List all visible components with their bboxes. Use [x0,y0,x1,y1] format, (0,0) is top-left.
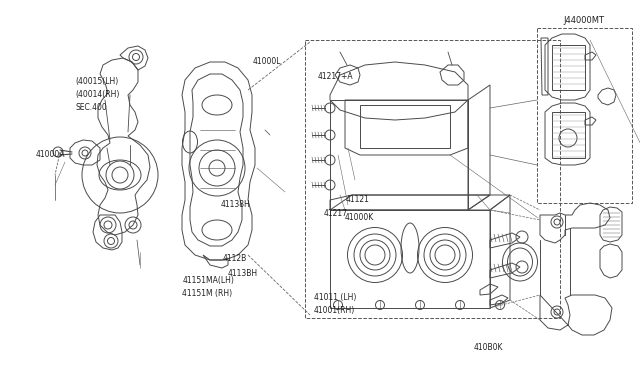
Text: (40014(RH): (40014(RH) [76,90,120,99]
Text: 41138H: 41138H [221,200,250,209]
Text: 41151MA(LH): 41151MA(LH) [182,276,234,285]
Text: J44000MT: J44000MT [563,16,604,25]
Text: 41000A: 41000A [35,150,65,159]
Bar [537,28,632,203]
Bar [305,40,560,318]
Text: 4113BH: 4113BH [227,269,257,278]
Text: 41000L: 41000L [253,57,282,66]
Text: 4112B: 4112B [223,254,247,263]
Text: (40015(LH): (40015(LH) [76,77,119,86]
Text: 41011 (LH): 41011 (LH) [314,293,356,302]
Text: SEC.400: SEC.400 [76,103,108,112]
Text: 41000K: 41000K [344,213,374,222]
Text: 41217+A: 41217+A [318,72,354,81]
Text: 41121: 41121 [346,195,369,203]
Text: 41151M (RH): 41151M (RH) [182,289,232,298]
Text: 410B0K: 410B0K [474,343,503,352]
Text: 41001(RH): 41001(RH) [314,306,355,315]
Text: 41217: 41217 [323,209,347,218]
